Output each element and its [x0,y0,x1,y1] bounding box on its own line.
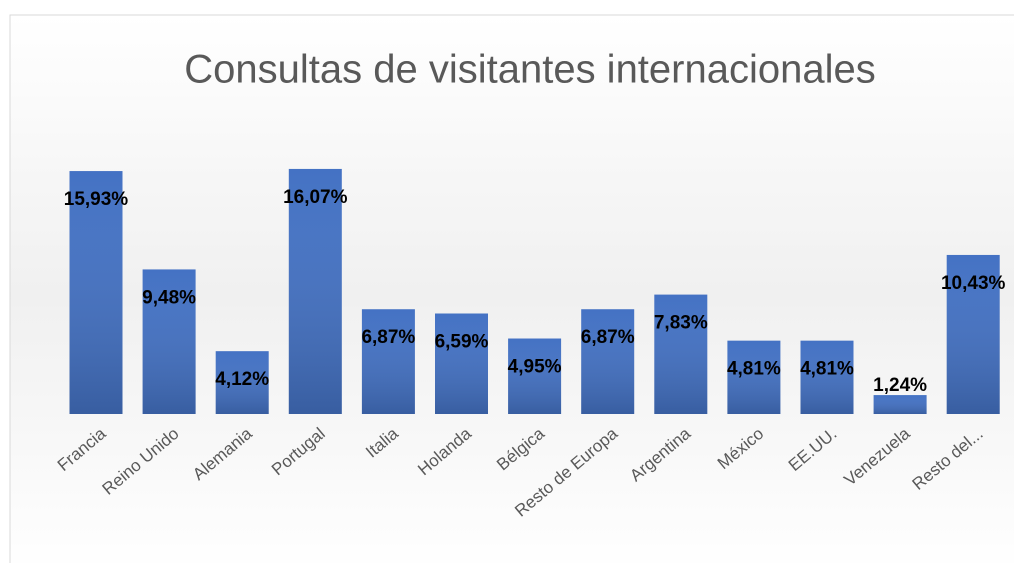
value-label: 4,81% [800,359,854,380]
bar-shade [435,313,488,414]
bar-shade [946,254,1000,414]
bar-shade [654,294,708,414]
chart-title: Consultas de visitantes internacionales [184,48,876,92]
value-label: 9,48% [142,287,196,308]
value-label: 1,24% [873,375,927,396]
bar-shade [69,171,123,414]
value-label: 4,95% [508,357,562,378]
value-label: 6,59% [435,332,489,353]
bar-shade [727,340,781,414]
bar-shade [873,395,927,414]
value-label: 4,12% [215,369,269,390]
value-label: 15,93% [64,189,129,210]
value-label: 6,87% [361,327,415,348]
value-label: 6,87% [581,327,635,348]
bar-shade [361,309,415,414]
value-label: 10,43% [941,273,1006,294]
bar-shade [288,168,342,414]
bar-shade [215,351,269,414]
value-label: 16,07% [283,187,348,208]
bar-shade [142,269,196,414]
bar-shade [581,309,635,414]
value-label: 4,81% [727,359,781,380]
value-label: 7,83% [654,313,708,334]
bar-shade [508,338,562,414]
bar-shade [800,340,854,414]
